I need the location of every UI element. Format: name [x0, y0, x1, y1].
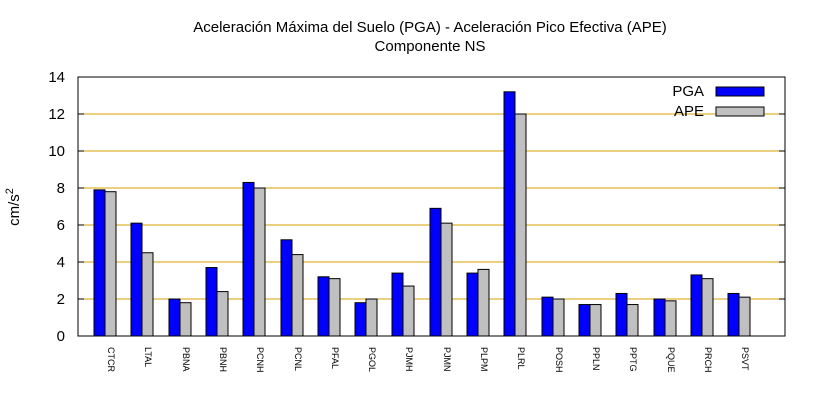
x-tick-label: POSH [554, 347, 564, 373]
x-tick-label: PGOL [367, 347, 377, 372]
bar-ape-ctcr [104, 191, 117, 337]
bar-pga-plpm [466, 272, 479, 337]
x-tick-label: PCNH [255, 347, 265, 373]
x-axis-ticks: CTCR LTAL PBNA PBNH PCNH PCNL PFAL PGOL PJMH PJMN… [104, 330, 750, 373]
bar-ape-plrl [514, 113, 527, 337]
y-tick-label: 4 [57, 254, 65, 271]
y-tick-label: 14 [48, 69, 65, 86]
bar-pga-ltal [130, 222, 143, 337]
bar-pga-ctcr [93, 189, 106, 337]
bar-pga-psvt [727, 292, 740, 337]
x-tick-label: PFAL [330, 347, 340, 369]
bar-ape-posh [552, 298, 565, 337]
bar-pga-pque [653, 298, 666, 337]
bar-pga-ppln [578, 304, 591, 337]
bar-ape-ppln [589, 304, 602, 337]
bar-pga-pjmh [391, 272, 404, 337]
x-tick-label: PBNH [218, 347, 228, 372]
y-tick-label: 10 [48, 143, 65, 160]
bar-pga-pbna [168, 298, 181, 337]
x-tick-label: LTAL [143, 347, 153, 367]
x-tick-label: PPTG [628, 347, 638, 372]
bar-ape-pfal [328, 278, 341, 337]
y-tick-label: 2 [57, 291, 65, 308]
x-tick-label: PJMH [404, 347, 414, 372]
bar-ape-pptg [626, 304, 639, 337]
x-tick-label: PLRL [516, 347, 526, 370]
legend-label-pga: PGA [672, 83, 704, 100]
x-tick-label: PCNL [293, 347, 303, 371]
bar-pga-pfal [317, 276, 330, 337]
legend: PGA APE [672, 83, 765, 120]
bar-ape-pbna [179, 302, 192, 337]
x-tick-label: PRCH [703, 347, 713, 373]
bar-ape-pjmn [440, 222, 453, 337]
legend-swatch-pga [715, 86, 765, 97]
y-tick-label: 8 [57, 180, 65, 197]
x-tick-label: PBNA [181, 347, 191, 372]
bar-pga-pptg [615, 292, 628, 337]
y-axis-label-unit: cm/s [6, 194, 23, 226]
bar-pga-posh [541, 296, 554, 337]
y-tick-label: 6 [57, 217, 65, 234]
y-axis-label: cm/s2 [4, 188, 23, 226]
bar-ape-pcnh [253, 187, 266, 337]
bar-ape-prch [701, 278, 714, 337]
chart-subtitle: Componente NS [375, 38, 486, 55]
bar-pga-pcnl [280, 239, 293, 337]
bar-ape-plpm [477, 268, 490, 337]
bar-ape-pcnl [291, 254, 304, 337]
y-tick-label: 12 [48, 106, 65, 123]
legend-swatch-ape [715, 106, 765, 117]
x-tick-label: PJMN [442, 347, 452, 372]
svg-text:cm/s2: cm/s2 [4, 188, 23, 226]
y-axis-ticks: 0 2 4 6 8 10 12 14 [48, 69, 785, 345]
legend-label-ape: APE [674, 103, 704, 120]
bar-pga-pcnh [242, 181, 255, 337]
plot-frame [77, 76, 786, 337]
y-axis-label-exponent: 2 [4, 188, 16, 194]
bar-ape-pgol [365, 298, 378, 337]
bar-ape-pque [664, 300, 677, 337]
bar-ape-ltal [141, 252, 154, 337]
bar-pga-plrl [503, 91, 516, 337]
x-tick-label: PSVT [740, 347, 750, 371]
y-tick-label: 0 [57, 328, 65, 345]
x-tick-label: PLPM [479, 347, 489, 372]
bar-pga-pgol [354, 302, 367, 337]
x-tick-label: PPLN [591, 347, 601, 371]
bar-pga-pbnh [205, 267, 218, 337]
bar-ape-psvt [738, 296, 751, 337]
bar-pga-prch [690, 274, 703, 337]
bar-ape-pbnh [216, 291, 229, 337]
x-tick-label: PQUE [666, 347, 676, 373]
x-tick-label: CTCR [106, 347, 116, 372]
chart-title: Aceleración Máxima del Suelo (PGA) - Ace… [193, 19, 667, 36]
bar-pga-pjmn [429, 207, 442, 337]
bar-ape-pjmh [402, 285, 415, 337]
